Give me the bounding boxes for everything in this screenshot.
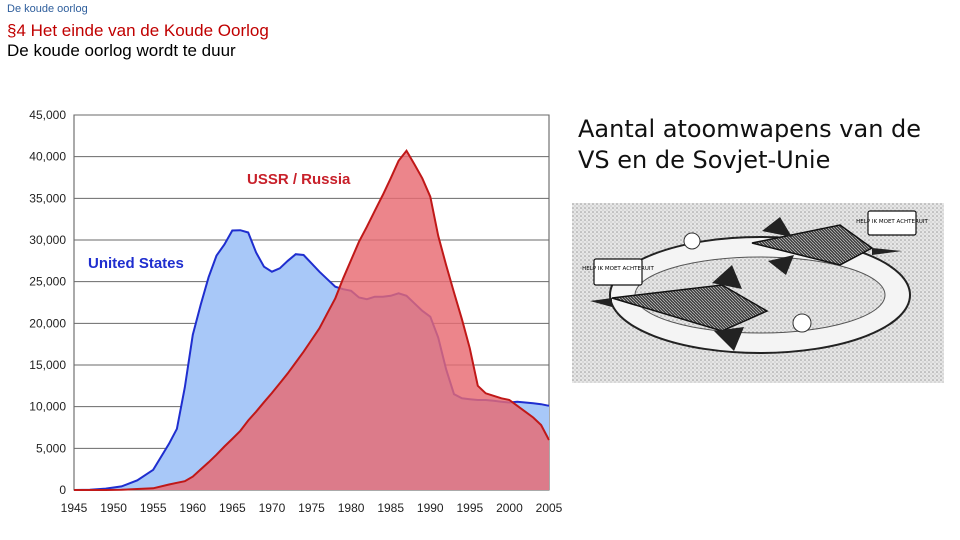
series-area	[74, 150, 549, 491]
x-tick-label: 1975	[298, 501, 325, 515]
x-tick-label: 2005	[536, 501, 563, 515]
rocket-cartoon: HELP IK MOET ACHTERUIT HELP IK MOET ACHT…	[572, 203, 944, 383]
x-tick-label: 1990	[417, 501, 444, 515]
x-tick-label: 1950	[100, 501, 127, 515]
y-tick-label: 5,000	[36, 441, 66, 455]
page-subtitle: De koude oorlog wordt te duur	[7, 41, 236, 60]
y-tick-label: 10,000	[29, 400, 66, 414]
y-tick-label: 20,000	[29, 316, 66, 330]
x-tick-label: 1995	[456, 501, 483, 515]
x-tick-label: 2000	[496, 501, 523, 515]
y-tick-label: 15,000	[29, 358, 66, 372]
series-label-ussr: USSR / Russia	[247, 171, 351, 188]
series-label-us: United States	[88, 255, 184, 272]
svg-text:HELP IK MOET ACHTERUIT: HELP IK MOET ACHTERUIT	[582, 266, 654, 272]
speech-bubble-right: HELP IK MOET ACHTERUIT	[856, 210, 928, 236]
svg-text:HELP IK MOET ACHTERUIT: HELP IK MOET ACHTERUIT	[856, 219, 928, 225]
section-title: §4 Het einde van de Koude Oorlog	[7, 21, 269, 40]
slide-caption: Aantal atoomwapens van de VS en de Sovje…	[578, 115, 922, 174]
y-axis-ticks: 0 5,000 10,000 15,000 20,000 25,000 30,000 35,0…	[29, 108, 66, 497]
breadcrumb: De koude oorlog	[7, 3, 88, 15]
x-tick-label: 1955	[140, 501, 167, 515]
series-areas	[73, 149, 550, 491]
x-tick-label: 1980	[338, 501, 365, 515]
smoke-puff	[792, 313, 812, 333]
y-tick-label: 35,000	[29, 191, 66, 205]
y-tick-label: 30,000	[29, 233, 66, 247]
y-tick-label: 40,000	[29, 150, 66, 164]
y-tick-label: 0	[59, 483, 66, 497]
x-tick-label: 1985	[377, 501, 404, 515]
x-tick-label: 1960	[179, 501, 206, 515]
x-tick-label: 1970	[259, 501, 286, 515]
x-tick-label: 1945	[61, 501, 88, 515]
x-tick-label: 1965	[219, 501, 246, 515]
nuclear-stockpile-chart: 0 5,000 10,000 15,000 20,000 25,000 30,000 35,0…	[29, 108, 563, 515]
smoke-puff	[683, 232, 701, 250]
rocket-top	[751, 217, 902, 275]
speech-bubble-left: HELP IK MOET ACHTERUIT	[582, 258, 654, 286]
x-axis-ticks: 1945 1950 1955 1960 1965 1970 1975 1980 1985 1990…	[61, 501, 563, 515]
y-tick-label: 45,000	[29, 108, 66, 122]
series-line	[74, 149, 550, 491]
y-tick-label: 25,000	[29, 275, 66, 289]
rocket-bottom	[590, 265, 769, 351]
